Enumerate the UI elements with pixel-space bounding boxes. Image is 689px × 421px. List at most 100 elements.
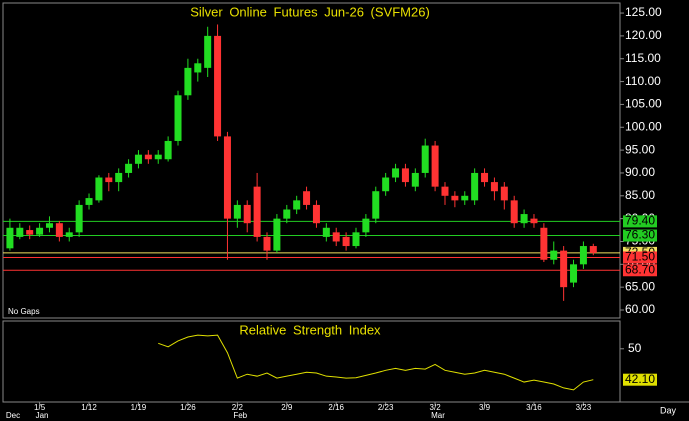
candle-body <box>16 227 24 237</box>
value-label-box <box>623 373 657 386</box>
month-label: Mar <box>431 411 445 420</box>
candle-body <box>589 246 597 253</box>
candle-body <box>243 204 251 224</box>
candle-body <box>85 198 93 205</box>
level-box <box>623 264 657 277</box>
candle-body <box>154 154 162 160</box>
candle-body <box>500 186 508 201</box>
level-label: 68.70 <box>625 262 655 276</box>
period: Day <box>660 405 677 415</box>
candle-body <box>75 204 83 233</box>
candle-body <box>263 236 271 251</box>
y-tick-label: 105.00 <box>625 97 662 111</box>
candle-body <box>481 172 489 183</box>
candle-body <box>441 186 449 196</box>
candle-body <box>283 209 291 219</box>
candle-body <box>332 232 340 242</box>
x-tick-label: 1/19 <box>131 403 147 412</box>
candle-body <box>540 227 548 260</box>
candle-body <box>570 264 578 283</box>
candle-body <box>26 230 34 235</box>
candle-body <box>6 227 14 249</box>
x-tick-label: 3/16 <box>526 403 542 412</box>
candle-body <box>342 236 350 247</box>
month-label: Jan <box>36 411 49 420</box>
y-tick-label: 50 <box>628 341 642 355</box>
candle-body <box>431 145 439 187</box>
candle-body <box>401 168 409 183</box>
candle-body <box>382 177 390 192</box>
level-box <box>623 229 657 242</box>
y-tick-label: 115.00 <box>625 51 661 65</box>
level-label: 76.30 <box>625 228 655 242</box>
candle-body <box>134 154 142 164</box>
level-label: 79.40 <box>625 214 655 228</box>
candle-body <box>293 200 301 210</box>
candle-body <box>392 168 400 178</box>
candle-body <box>36 227 44 235</box>
candle-body <box>312 204 320 224</box>
candle-body <box>550 250 558 260</box>
candle-body <box>45 223 53 228</box>
candle-body <box>125 163 133 173</box>
candle-body <box>520 214 528 224</box>
candle-body <box>273 218 281 251</box>
candle-body <box>303 191 311 205</box>
chart-title: Silver Online Futures Jun-26 (SVFM26) <box>190 4 430 19</box>
candle-body <box>560 250 568 288</box>
candle-body <box>421 145 429 173</box>
x-tick-label: 3/23 <box>576 403 592 412</box>
candle-body <box>55 223 63 237</box>
level-label: 71.50 <box>625 250 655 264</box>
candle-body <box>490 182 498 192</box>
candle-body <box>411 172 419 187</box>
x-tick-label: 2/16 <box>328 403 344 412</box>
candle-body <box>115 172 123 183</box>
candle-body <box>253 186 261 237</box>
x-tick-label: 3/9 <box>479 403 491 412</box>
candle-body <box>461 195 469 201</box>
candle-body <box>174 95 182 141</box>
x-tick-label: 1/12 <box>81 403 97 412</box>
month-label: Feb <box>233 411 247 420</box>
x-tick-label: 2/2 <box>232 403 244 412</box>
candle-body <box>352 232 360 247</box>
candle-body <box>95 177 103 201</box>
rsi-title: Relative Strength Index <box>239 322 381 337</box>
x-tick-label: 1/26 <box>180 403 196 412</box>
y-tick-label: 120.00 <box>625 28 662 42</box>
candle-body <box>471 172 479 201</box>
y-tick-label: 65.00 <box>625 279 655 293</box>
candle-body <box>105 177 113 183</box>
y-tick-label: 85.00 <box>625 188 655 202</box>
candle-body <box>322 227 330 237</box>
candle-body <box>214 35 222 137</box>
candle-body <box>530 218 538 224</box>
candle-body <box>579 246 587 265</box>
candle-body <box>184 67 192 96</box>
x-tick-label: 2/23 <box>378 403 394 412</box>
level-box <box>623 251 657 264</box>
candle-body <box>144 154 152 160</box>
x-tick-label: 3/2 <box>430 403 442 412</box>
rsi-line <box>158 334 594 391</box>
candle-body <box>223 136 231 219</box>
candle-body <box>510 200 518 224</box>
note: No Gaps <box>8 307 40 316</box>
level-box <box>623 215 657 228</box>
main-panel <box>2 2 621 319</box>
candle-body <box>451 195 459 201</box>
candle-body <box>194 63 202 73</box>
y-tick-label: 125.00 <box>625 5 662 19</box>
candle-body <box>204 35 212 68</box>
candle-body <box>65 232 73 237</box>
x-tick-label: 2/9 <box>281 403 293 412</box>
x-tick-label: 1/5 <box>34 403 46 412</box>
y-tick-label: 100.00 <box>625 119 662 133</box>
candle-body <box>164 140 172 160</box>
candle-body <box>233 204 241 219</box>
month-label: Dec <box>6 411 20 420</box>
y-tick-label: 95.00 <box>625 142 655 156</box>
